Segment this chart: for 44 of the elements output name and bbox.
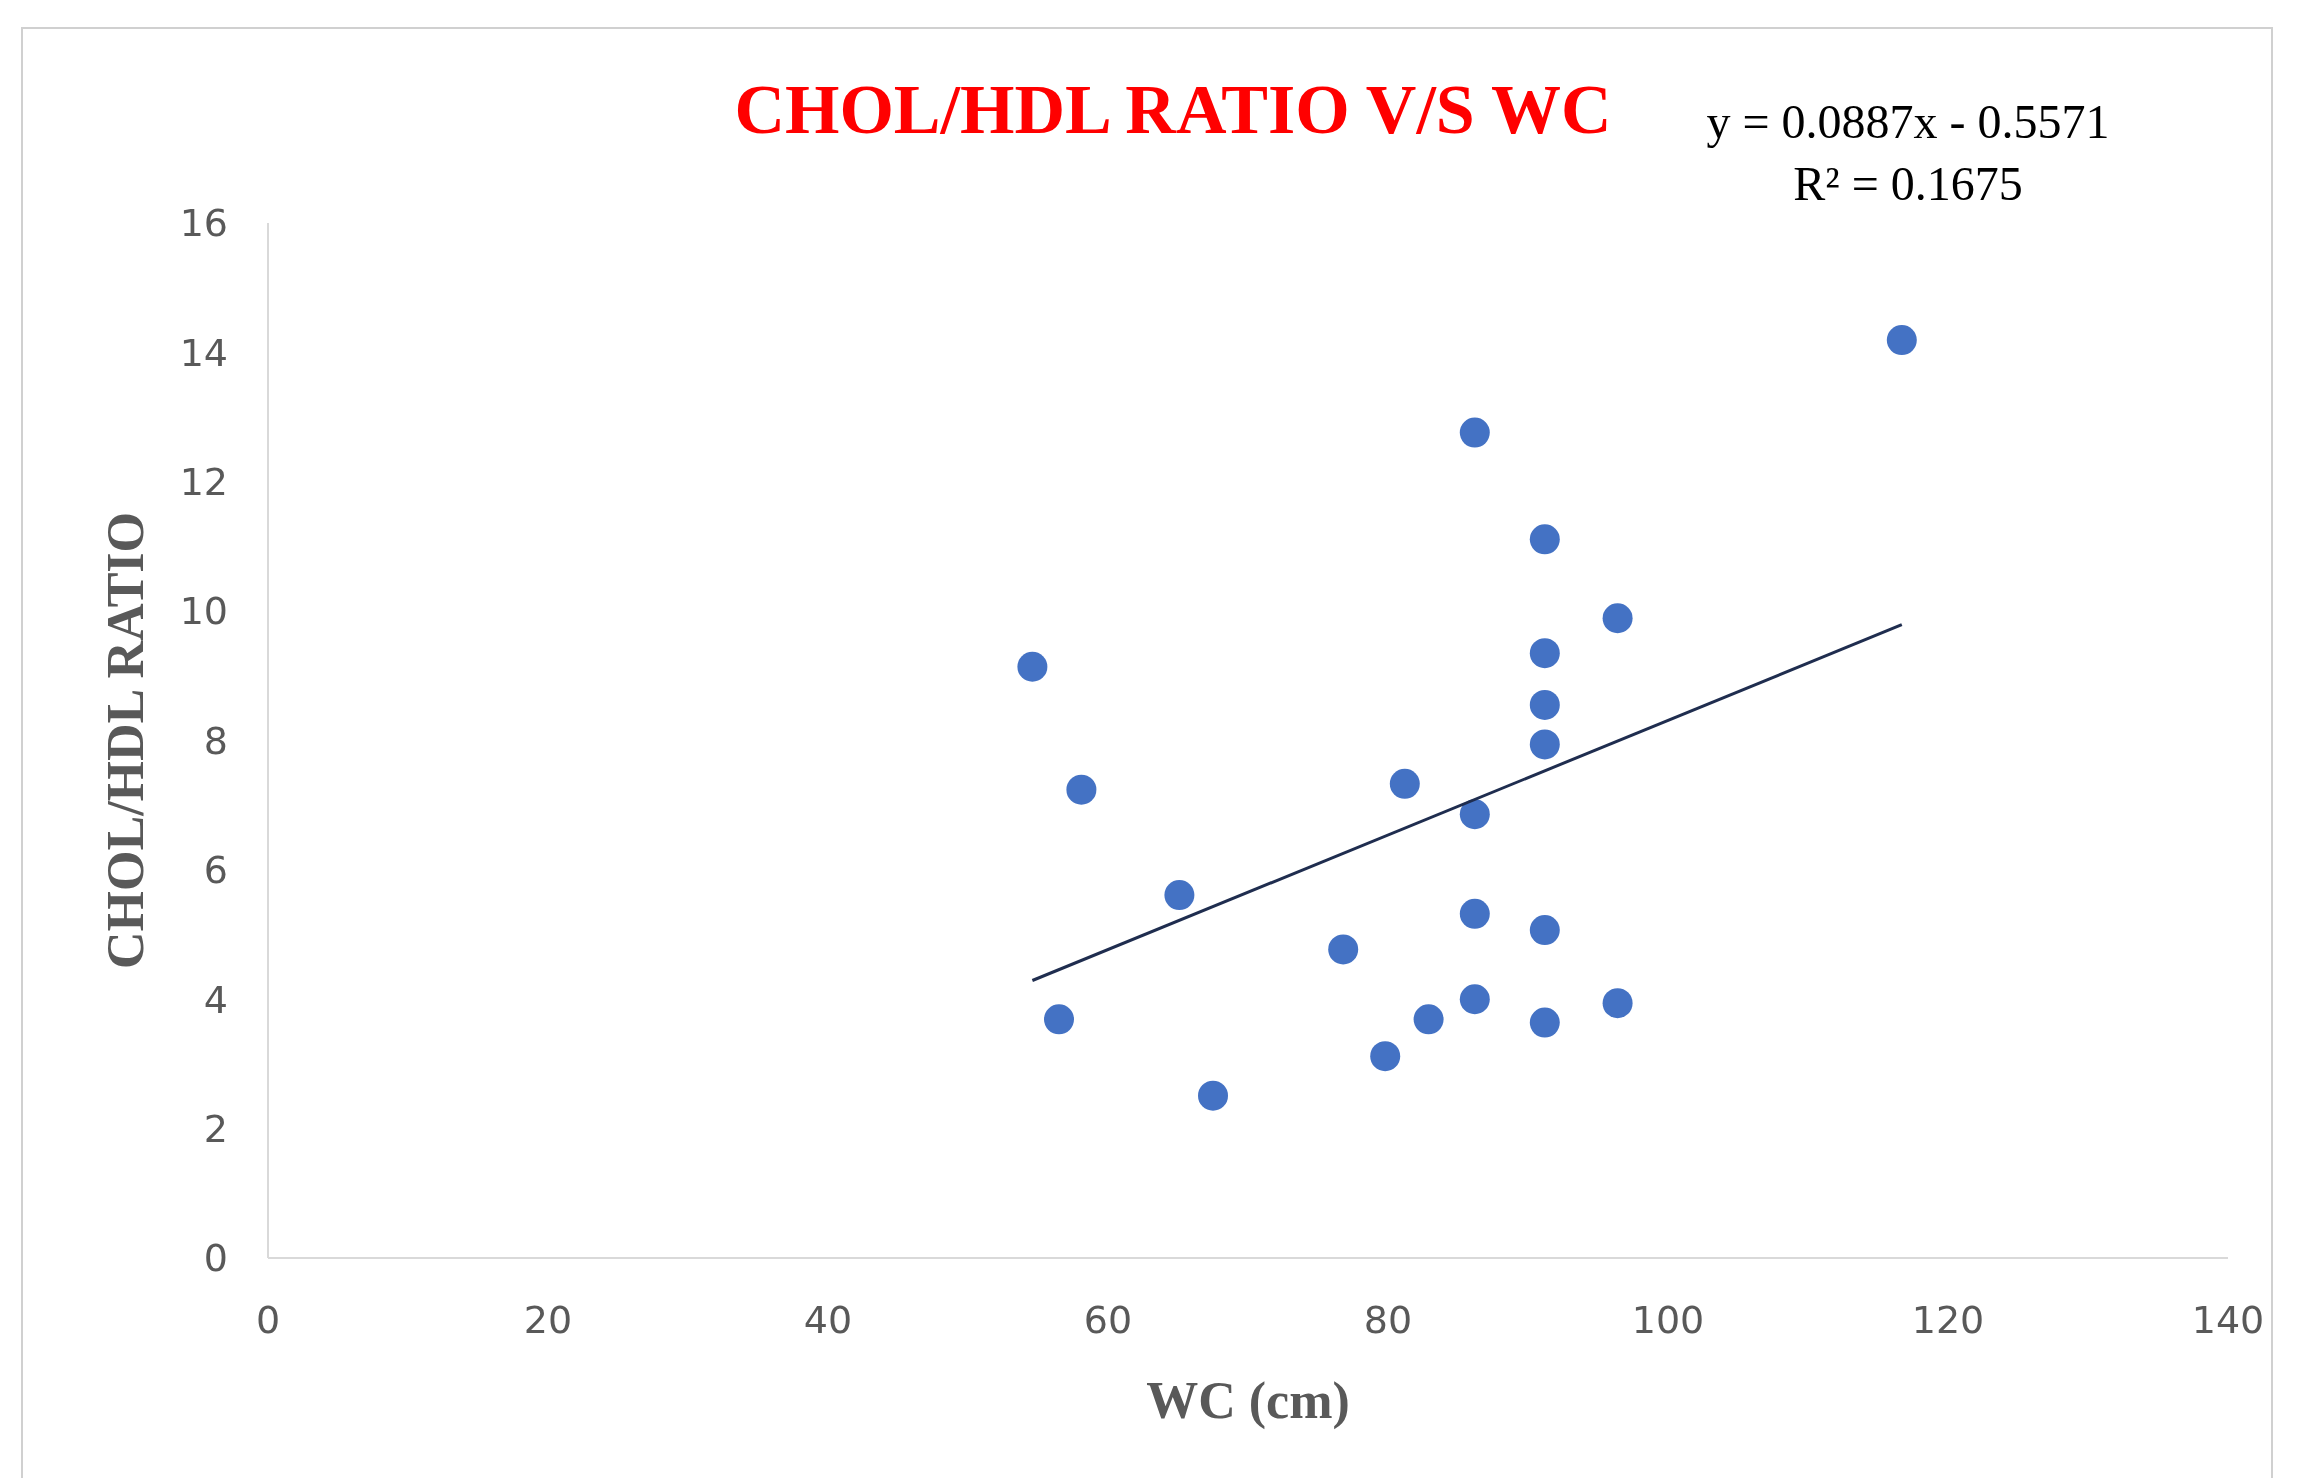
point [1529,524,1560,555]
y-tick-label: 12 [179,460,228,505]
point [1529,729,1560,760]
text: R² = 0.1675 [1793,157,2023,210]
y-tick-label: 10 [179,589,228,634]
y-axis-title: CHOL/HDL RATIO [97,511,154,970]
point [1413,1004,1444,1035]
point [1459,417,1490,448]
x-tick-label: 120 [1911,1298,1985,1342]
x-tick-label: 100 [1631,1298,1705,1342]
point [1066,774,1097,805]
point [1328,934,1359,965]
point [1602,988,1633,1019]
point [1529,915,1560,946]
x-tick-label: 60 [1083,1298,1133,1342]
chart-title: CHOL/HDL RATIO V/S WC [734,71,1612,148]
y-tick-label: 8 [203,718,228,763]
y-tick-label: 2 [203,1106,228,1151]
y-tick-label: 6 [203,848,228,893]
x-tick-label: 0 [255,1298,281,1342]
x-axis-title: WC (cm) [1146,1372,1350,1430]
point [1370,1041,1401,1072]
point [1017,651,1048,682]
y-tick-label: 4 [203,977,228,1022]
x-tick-label: 40 [803,1298,853,1342]
point [1886,325,1917,356]
point [1459,898,1490,929]
point [1529,689,1560,720]
x-tick-label: 80 [1363,1298,1413,1342]
point [1529,638,1560,669]
y-tick-label: 16 [179,201,228,246]
point [1529,1007,1560,1038]
point [1198,1080,1228,1111]
point [1602,603,1633,634]
x-tick-label: 140 [2191,1298,2265,1342]
point [1044,1004,1074,1035]
point [1459,984,1490,1015]
point [1389,768,1420,799]
y-tick-label: 0 [203,1236,228,1281]
point [1459,799,1490,830]
y-tick-label: 14 [179,330,228,375]
point [1164,880,1195,911]
text: y = 0.0887x - 0.5571 [1706,95,2110,148]
x-tick-label: 20 [523,1298,573,1342]
